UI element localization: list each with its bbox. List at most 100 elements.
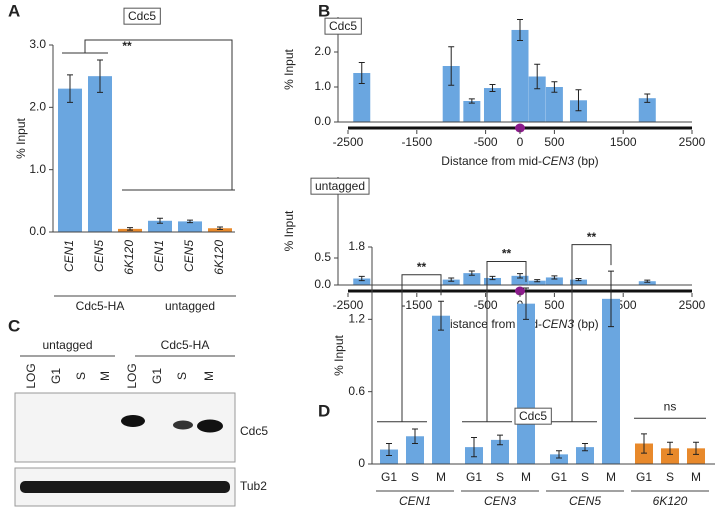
x-tick-label: 6K120: [122, 240, 136, 275]
bar: [545, 87, 563, 122]
bar: [353, 278, 371, 285]
x-tick-label: CEN5: [92, 240, 106, 272]
bar: [353, 73, 371, 122]
lane-label: G1: [49, 368, 63, 384]
y-tick-label: 3.0: [29, 37, 46, 51]
panel-letter: B: [318, 1, 330, 20]
bar: [661, 448, 679, 464]
y-tick-label: 0.0: [314, 114, 331, 128]
x-tick-label: 500: [544, 298, 564, 312]
bar: [569, 279, 587, 285]
y-tick-label: 0.5: [314, 250, 331, 264]
bracket: [377, 274, 442, 423]
error-bar: [517, 18, 523, 41]
error-bar: [468, 270, 475, 276]
error-bar: [556, 450, 562, 459]
error-bar: [575, 89, 582, 112]
y-tick-label: 1.0: [29, 162, 46, 176]
x-tick-label: G1: [381, 470, 397, 484]
bar: [406, 436, 424, 464]
error-bar: [551, 275, 558, 280]
bar: [638, 98, 656, 122]
x-axis-label-part: CEN3: [542, 317, 574, 331]
error-bar: [644, 93, 651, 103]
title-box: [123, 7, 161, 25]
annotation: **: [587, 230, 597, 244]
x-axis-label-part: CEN3: [542, 154, 574, 168]
group-label: untagged: [42, 338, 92, 352]
x-tick-label: S: [666, 470, 674, 484]
band-label: Tub2: [240, 479, 267, 493]
bar: [511, 29, 529, 123]
x-tick-label: 500: [544, 135, 564, 149]
lane-label: LOG: [24, 363, 38, 388]
lane-label: LOG: [125, 363, 139, 388]
error-bar: [551, 81, 558, 93]
x-axis-label-part: (bp): [574, 154, 599, 168]
bar: [442, 66, 460, 122]
band-label: Cdc5: [240, 424, 268, 438]
y-axis-label: % Input: [282, 48, 296, 89]
x-axis-label-part: Distance from mid-: [441, 317, 542, 331]
lane-label: M: [98, 371, 112, 381]
title-box: [324, 17, 362, 35]
x-tick-label: S: [411, 470, 419, 484]
bar: [517, 303, 535, 464]
error-bar: [534, 63, 541, 90]
y-tick-label: 1.8: [348, 239, 365, 253]
x-tick-label: S: [581, 470, 589, 484]
bar: [483, 88, 501, 122]
x-axis-label-part: Distance from mid-: [441, 154, 542, 168]
centromere: [515, 123, 525, 133]
y-tick-label: 0.0: [314, 277, 331, 291]
y-tick-label: 0.6: [348, 384, 365, 398]
x-tick-label: -1500: [401, 135, 432, 149]
x-tick-label: -1500: [401, 298, 432, 312]
title: untagged: [315, 179, 365, 193]
bar: [483, 277, 501, 285]
lane-label: G1: [150, 368, 164, 384]
bar: [178, 221, 202, 232]
error-bar: [489, 84, 496, 93]
annotation: **: [417, 260, 427, 274]
x-tick-label: M: [606, 470, 616, 484]
error-bar: [489, 275, 496, 281]
bar: [528, 280, 546, 285]
bar: [148, 220, 172, 232]
x-tick-label: -500: [474, 135, 498, 149]
panel-letter: C: [8, 316, 20, 335]
bracket: [462, 260, 527, 423]
x-tick-label: CEN1: [152, 240, 166, 272]
y-axis-label: % Input: [14, 117, 28, 158]
x-tick-label: M: [691, 470, 701, 484]
bar: [545, 277, 563, 285]
y-axis-label: % Input: [332, 334, 346, 375]
bar: [88, 76, 112, 233]
group-label: Cdc5-HA: [161, 338, 210, 352]
error-bar: [412, 428, 418, 445]
y-tick-label: 0.0: [29, 224, 46, 238]
error-bar: [67, 74, 73, 103]
error-bar: [448, 277, 455, 282]
group-label: CEN3: [484, 494, 516, 508]
bar: [432, 315, 450, 464]
x-axis-label: Distance from mid-CEN3 (bp): [441, 154, 598, 168]
error-bar: [157, 217, 163, 224]
title: Cdc5: [329, 19, 357, 33]
y-tick-label: 1.2: [348, 312, 365, 326]
x-axis-label-part: (bp): [574, 317, 599, 331]
x-tick-label: S: [496, 470, 504, 484]
lane-label: S: [74, 372, 88, 380]
x-tick-label: M: [436, 470, 446, 484]
bar: [442, 279, 460, 285]
panel-letter: A: [8, 1, 20, 20]
error-bar: [358, 62, 365, 84]
error-bar: [667, 441, 673, 455]
bar: [602, 298, 620, 464]
error-bar: [386, 443, 392, 457]
x-tick-label: G1: [466, 470, 482, 484]
blot-band: [20, 481, 230, 493]
error-bar: [517, 273, 523, 279]
x-tick-label: 0: [517, 135, 524, 149]
